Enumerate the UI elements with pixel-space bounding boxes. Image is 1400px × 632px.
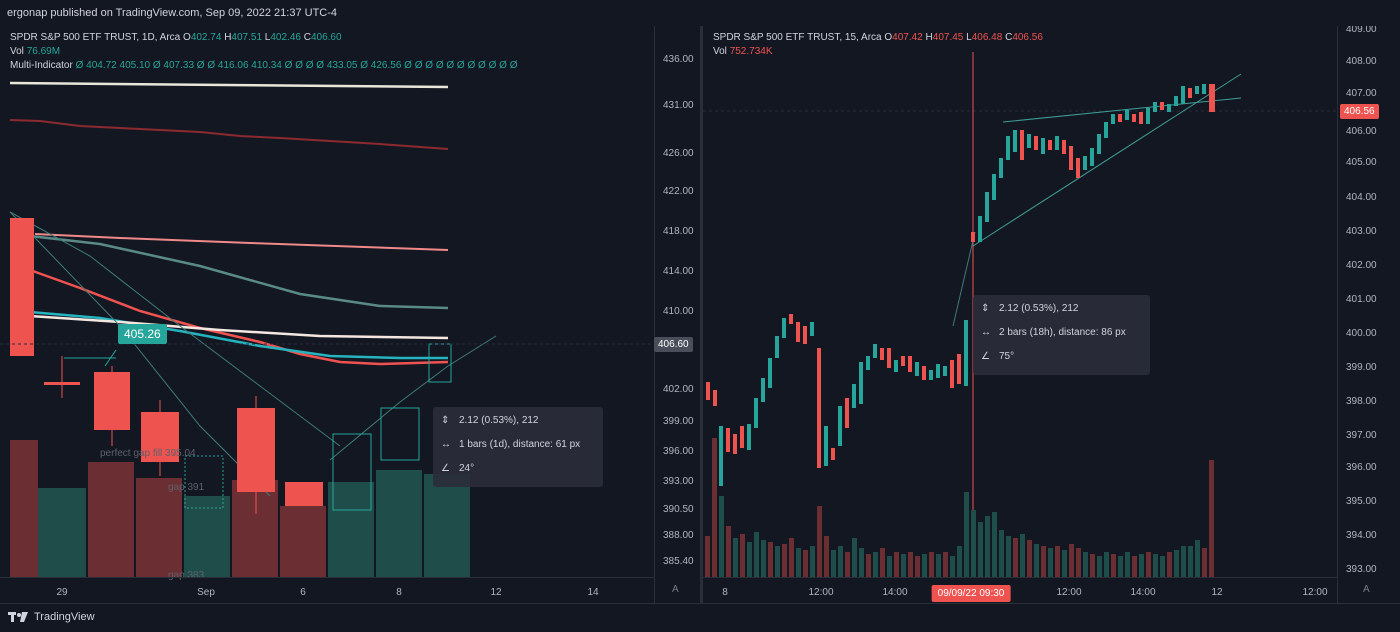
left-legend-multi-indicator: Multi-Indicator Ø 404.72 405.10 Ø 407.33… — [10, 60, 518, 71]
left-chart-panel[interactable]: SPDR S&P 500 ETF TRUST, 1D, Arca O402.74… — [0, 26, 700, 604]
left-current-price-tag: 406.60 — [654, 337, 693, 352]
top-bar: ergonap published on TradingView.com, Se… — [0, 0, 1400, 26]
left-price-axis[interactable]: 436.00 431.00 426.00 422.00 418.00 414.0… — [654, 26, 700, 604]
right-measure-tooltip: ⇕ 2.12 (0.53%), 212 ↔ 2 bars (18h), distan… — [973, 295, 1150, 375]
annotation-gap-383: gap 383 — [168, 570, 205, 581]
bars-range-icon: ↔ — [441, 439, 451, 450]
right-auto-scale-button[interactable]: A — [1363, 584, 1370, 595]
left-candle-9 — [380, 407, 420, 461]
left-candles — [10, 218, 452, 514]
right-symbol-label: SPDR S&P 500 ETF TRUST, 15, Arca — [713, 32, 882, 43]
price-range-icon: ⇕ — [441, 415, 450, 426]
price-callout-label[interactable]: 405.26 — [118, 324, 167, 344]
annotation-gap-391: gap 391 — [168, 482, 205, 493]
left-legend-line1: SPDR S&P 500 ETF TRUST, 1D, Arca O402.74… — [10, 32, 342, 43]
left-candle-7 — [285, 482, 323, 506]
left-symbol-label: SPDR S&P 500 ETF TRUST, 1D, Arca — [10, 32, 181, 43]
right-time-axis[interactable]: 8 12:00 14:00 09/09/22 09:30 12:00 14:00… — [703, 577, 1337, 604]
right-legend-line1: SPDR S&P 500 ETF TRUST, 15, Arca O407.42… — [713, 32, 1043, 43]
brand-text: TradingView — [34, 611, 95, 623]
left-candle-4 — [141, 412, 179, 462]
right-candles — [706, 84, 1215, 486]
left-chart-canvas[interactable] — [0, 26, 700, 604]
tradingview-logo[interactable]: TradingView — [8, 611, 95, 623]
price-range-icon: ⇕ — [981, 303, 990, 314]
right-volume-bars — [705, 438, 1214, 578]
left-auto-scale-button[interactable]: A — [672, 584, 679, 595]
left-indicator-lines — [9, 81, 497, 497]
angle-icon: ∠ — [981, 351, 990, 362]
left-volume-bars — [10, 440, 470, 578]
crosshair-time-label: 09/09/22 09:30 — [931, 585, 1011, 602]
annotation-gap-fill: perfect gap fill 395.04 — [100, 448, 196, 459]
right-trendlines — [952, 73, 1242, 327]
publish-info: ergonap published on TradingView.com, Se… — [7, 7, 338, 19]
bars-range-icon: ↔ — [981, 327, 991, 338]
panel-divider[interactable] — [700, 26, 703, 604]
left-candle-5 — [184, 455, 224, 509]
left-time-axis[interactable]: 29 Sep 6 8 12 14 — [0, 577, 654, 604]
right-current-price-tag: 406.56 — [1340, 104, 1379, 119]
left-legend-volume: Vol 76.69M — [10, 46, 61, 57]
right-price-axis[interactable]: 409.00 408.00 407.00 406.00 405.00 404.0… — [1337, 26, 1390, 604]
right-legend-volume: Vol 752.734K — [713, 46, 773, 57]
left-candle-1 — [10, 218, 34, 356]
left-candle-6 — [237, 408, 275, 492]
left-candle-3 — [94, 372, 130, 430]
right-chart-panel[interactable]: SPDR S&P 500 ETF TRUST, 15, Arca O407.42… — [703, 26, 1400, 604]
tradingview-logo-icon — [8, 612, 28, 622]
left-measure-tooltip: ⇕ 2.12 (0.53%), 212 ↔ 1 bars (1d), distanc… — [433, 407, 603, 487]
footer-bar: TradingView — [0, 603, 1400, 632]
angle-icon: ∠ — [441, 463, 450, 474]
right-chart-canvas[interactable] — [703, 26, 1400, 604]
left-candle-2 — [44, 382, 80, 385]
left-candle-8 — [332, 433, 372, 511]
